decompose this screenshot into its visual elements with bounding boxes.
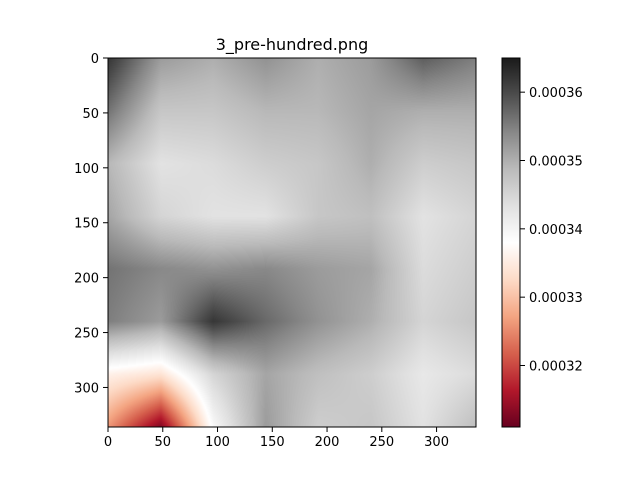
x-tick-label: 0	[104, 435, 112, 450]
colorbar-tick-label: 0.00032	[529, 360, 583, 375]
x-tick-label: 250	[369, 435, 394, 450]
x-tick-label: 150	[260, 435, 285, 450]
y-tick-label: 300	[74, 381, 99, 396]
y-tick-label: 100	[74, 162, 99, 177]
x-tick-label: 200	[315, 435, 340, 450]
colorbar-tick-label: 0.00033	[529, 291, 583, 306]
y-axis: 0 50 100 150 200 250 300	[74, 52, 108, 396]
y-tick-label: 200	[74, 272, 99, 287]
x-tick-label: 100	[205, 435, 230, 450]
colorbar-tick-label: 0.00036	[529, 86, 583, 101]
y-tick-label: 150	[74, 217, 99, 232]
x-tick-label: 50	[154, 435, 171, 450]
y-tick-label: 50	[82, 107, 99, 122]
heatmap-canvas	[108, 58, 476, 427]
y-tick-label: 250	[74, 327, 99, 342]
colorbar-tick-label: 0.00035	[529, 155, 583, 170]
colorbar-ticks: 0.00032 0.00033 0.00034 0.00035 0.00036	[520, 86, 583, 375]
plot-frame	[107, 57, 477, 428]
colorbar-tick-label: 0.00034	[529, 223, 583, 238]
heatmap-image	[108, 58, 476, 427]
x-tick-label: 300	[424, 435, 449, 450]
colorbar	[501, 57, 521, 428]
x-axis: 0 50 100 150 200 250 300	[104, 427, 449, 450]
y-tick-label: 0	[91, 52, 99, 67]
chart-title: 3_pre-hundred.png	[216, 35, 369, 55]
